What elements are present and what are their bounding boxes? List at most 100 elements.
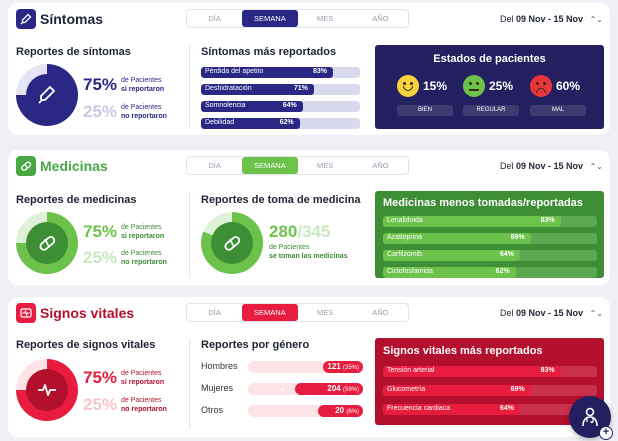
tab-ano[interactable]: AÑO <box>372 161 389 170</box>
plus-icon: + <box>599 426 613 440</box>
tab-dia[interactable]: DÍA <box>208 14 221 23</box>
tab-semana[interactable]: SEMANA <box>242 157 298 174</box>
reportes-title: Reportes de síntomas <box>16 46 131 58</box>
section-title: Medicinas <box>40 158 108 174</box>
toma-label-1: de Pacientes <box>269 244 310 251</box>
period-tabs: DÍA SEMANA MES AÑO <box>186 156 409 175</box>
bar-name: Carfilzomib <box>387 251 423 258</box>
bar-row: Somnolencia 64% <box>201 101 360 112</box>
bar-name: Deshidratación <box>205 85 252 92</box>
gender-value: 204 (59%) <box>327 384 359 393</box>
tab-dia[interactable]: DÍA <box>208 308 221 317</box>
bar-fill <box>201 118 300 129</box>
date-prefix: Del <box>500 14 514 24</box>
bar-name: Azatioprina <box>387 234 423 241</box>
reported-label-2: si reportaron <box>121 233 165 240</box>
bar-row: Deshidratación 71% <box>201 84 360 95</box>
section-title: Signos vitales <box>40 305 135 321</box>
thermometer-icon <box>26 74 68 116</box>
tab-dia[interactable]: DÍA <box>208 161 221 170</box>
tab-ano[interactable]: AÑO <box>372 308 389 317</box>
bar-row: Pérdida del apetito 83% <box>201 67 360 78</box>
bar-value: 64% <box>499 251 514 258</box>
heartbeat-icon <box>26 369 68 411</box>
not-reported-label-2: no reportaron <box>121 259 167 266</box>
reportes-title: Reportes de medicinas <box>16 194 137 206</box>
heart-monitor-icon <box>16 303 36 323</box>
stat-reported: 75% de Pacientes si reportaron <box>83 368 164 388</box>
bar-name: Lenalidoida <box>387 217 423 224</box>
estado-label: REGULAR <box>463 105 519 116</box>
bar-value: 83% <box>540 217 555 224</box>
medicine-bar-list: Lenalidoida 83% Azatioprina 69% Carfilzomi… <box>383 216 597 278</box>
tab-mes[interactable]: MES <box>316 308 334 317</box>
not-reported-label-1: de Pacientes <box>121 104 162 111</box>
pill-icon <box>16 156 36 176</box>
period-tabs: DÍA SEMANA MES AÑO <box>186 9 409 28</box>
toma-count: 280/345 <box>269 222 330 242</box>
genero-title: Reportes por género <box>201 339 310 351</box>
reported-pct: 75% <box>83 75 118 94</box>
gender-value: 121 (35%) <box>327 362 359 371</box>
bar-fill <box>383 267 516 278</box>
date-range: 09 Nov - 15 Nov <box>516 161 584 171</box>
chevron-updown-icon: ⌃⌄ <box>589 309 603 318</box>
date-range: 09 Nov - 15 Nov <box>516 308 584 318</box>
tab-semana[interactable]: SEMANA <box>242 304 298 321</box>
bar-row: Tensión arterial 83% <box>383 366 597 377</box>
date-range-selector[interactable]: Del 09 Nov - 15 Nov ⌃⌄ <box>500 161 603 171</box>
chevron-updown-icon: ⌃⌄ <box>589 162 603 171</box>
estado-pct: 60% <box>556 79 581 93</box>
signos-mas-reportados-panel: Signos vitales más reportados Tensión ar… <box>375 338 604 425</box>
tab-ano[interactable]: AÑO <box>372 14 389 23</box>
mas-reportados-title: Síntomas más reportados <box>201 46 337 58</box>
gender-count: 121 <box>327 362 341 371</box>
tab-semana[interactable]: SEMANA <box>242 10 298 27</box>
estado-pct: 15% <box>423 79 448 93</box>
period-tabs: DÍA SEMANA MES AÑO <box>186 303 409 322</box>
date-range-selector[interactable]: Del 09 Nov - 15 Nov ⌃⌄ <box>500 14 603 24</box>
bar-fill <box>383 233 531 244</box>
marker-dot <box>281 388 284 391</box>
reported-label-1: de Pacientes <box>121 77 162 84</box>
not-reported-label-1: de Pacientes <box>121 397 162 404</box>
chevron-updown-icon: ⌃⌄ <box>589 15 603 24</box>
doctor-fab-button[interactable]: + <box>569 396 613 440</box>
date-prefix: Del <box>500 308 514 318</box>
divider <box>189 45 190 129</box>
tab-mes[interactable]: MES <box>316 161 334 170</box>
gender-track: 20 (6%) <box>248 405 363 417</box>
gender-fill <box>322 361 363 373</box>
not-reported-pct: 25% <box>83 395 118 414</box>
bar-fill <box>383 385 531 396</box>
bar-name: Pérdida del apetito <box>205 68 264 75</box>
panel-title: Signos vitales más reportados <box>383 345 543 357</box>
tab-mes[interactable]: MES <box>316 14 334 23</box>
gender-pct: (35%) <box>342 365 359 371</box>
neutral-face-icon <box>463 75 485 97</box>
sintomas-section: Síntomas DÍA SEMANA MES AÑO Del 09 Nov -… <box>8 3 610 135</box>
toma-title: Reportes de toma de medicina <box>201 194 361 206</box>
bar-name: Tensión arterial <box>387 367 435 374</box>
stat-not-reported: 25% de Pacientes no reportaron <box>83 395 167 415</box>
date-range: 09 Nov - 15 Nov <box>516 14 584 24</box>
bar-value: 71% <box>293 85 308 92</box>
happy-face-icon <box>397 75 419 97</box>
divider <box>189 339 190 429</box>
sad-face-icon <box>530 75 552 97</box>
signos-header: Signos vitales DÍA SEMANA MES AÑO Del 09… <box>8 297 610 327</box>
reported-label-1: de Pacientes <box>121 370 162 377</box>
bar-row: Ciclofosfamida 62% <box>383 267 597 278</box>
gender-bar-list: Hombres 121 (35%) Mujeres 204 (59%) Otro… <box>201 360 371 426</box>
not-reported-label-1: de Pacientes <box>121 250 162 257</box>
estado-pct: 25% <box>489 79 514 93</box>
date-prefix: Del <box>500 161 514 171</box>
toma-donut <box>201 212 263 274</box>
reported-label-1: de Pacientes <box>121 224 162 231</box>
bar-fill <box>201 84 314 95</box>
bar-fill <box>201 67 333 78</box>
bar-fill <box>383 216 561 227</box>
toma-label: de Pacientes se toman las medicinas <box>269 243 348 261</box>
reported-pct: 75% <box>83 368 118 387</box>
date-range-selector[interactable]: Del 09 Nov - 15 Nov ⌃⌄ <box>500 308 603 318</box>
